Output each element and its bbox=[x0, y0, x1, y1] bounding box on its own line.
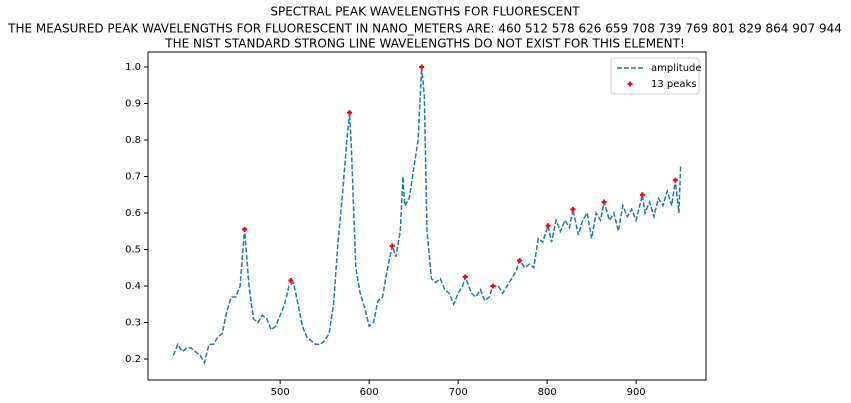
peak-marker-core bbox=[518, 259, 521, 262]
chart-title: SPECTRAL PEAK WAVELENGTHS FOR FLUORESCEN… bbox=[270, 5, 580, 19]
x-tick-label: 700 bbox=[449, 387, 468, 398]
peak-marker-core bbox=[289, 279, 293, 282]
chart-subtitle: THE MEASURED PEAK WAVELENGTHS FOR FLUORE… bbox=[7, 22, 842, 36]
legend-label: amplitude bbox=[651, 63, 702, 74]
y-tick-label: 1.0 bbox=[125, 62, 141, 73]
peak-marker-core bbox=[602, 200, 606, 204]
peak-marker bbox=[389, 243, 395, 249]
peak-marker bbox=[672, 177, 678, 183]
peak-marker bbox=[490, 283, 496, 289]
x-tick-label: 600 bbox=[360, 387, 379, 398]
peak-marker-core bbox=[674, 178, 677, 182]
y-tick-label: 0.6 bbox=[125, 208, 141, 219]
peak-marker-core bbox=[641, 193, 644, 196]
plot-area bbox=[147, 51, 707, 381]
y-tick-label: 0.8 bbox=[125, 135, 141, 146]
peak-marker-core bbox=[491, 284, 495, 288]
peak-marker-core bbox=[420, 65, 423, 69]
y-tick-label: 0.3 bbox=[125, 318, 141, 329]
y-tick-label: 0.4 bbox=[125, 281, 141, 292]
y-tick-label: 0.2 bbox=[125, 354, 141, 365]
legend-marker-shape bbox=[627, 81, 633, 87]
y-tick-label: 0.7 bbox=[125, 171, 141, 182]
peak-marker-core bbox=[571, 208, 575, 211]
x-tick-label: 800 bbox=[538, 387, 557, 398]
peak-marker bbox=[462, 274, 468, 280]
peak-marker-core bbox=[546, 224, 550, 227]
peak-marker bbox=[288, 278, 294, 284]
peak-marker bbox=[517, 257, 523, 263]
x-tick-label: 900 bbox=[627, 387, 646, 398]
legend-box bbox=[610, 57, 700, 95]
peak-marker bbox=[419, 64, 425, 70]
y-tick-label: 0.9 bbox=[125, 98, 141, 109]
peak-marker bbox=[570, 206, 576, 212]
legend-label: 13 peaks bbox=[651, 79, 697, 90]
amplitude-line bbox=[172, 66, 682, 365]
peak-marker-core bbox=[348, 111, 351, 114]
peak-marker bbox=[639, 192, 645, 198]
peak-marker bbox=[242, 226, 248, 232]
peak-marker-core bbox=[391, 244, 394, 248]
peak-marker bbox=[601, 199, 607, 205]
legend-marker bbox=[627, 81, 633, 87]
y-tick-label: 0.5 bbox=[125, 244, 141, 255]
peak-marker-core bbox=[243, 228, 246, 231]
peak-marker bbox=[545, 223, 551, 229]
peak-marker bbox=[347, 110, 353, 116]
peak-marker-core bbox=[464, 275, 467, 279]
x-tick-label: 500 bbox=[271, 387, 290, 398]
chart-annotation: THE NIST STANDARD STRONG LINE WAVELENGTH… bbox=[164, 37, 685, 51]
